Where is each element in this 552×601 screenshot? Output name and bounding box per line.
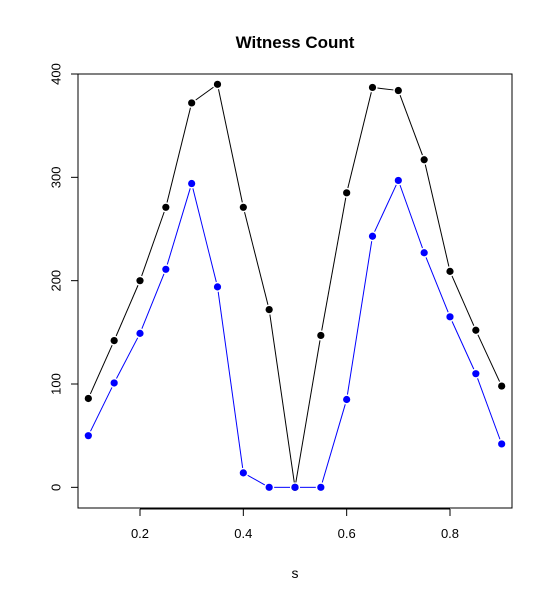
x-axis: 0.2 0.4 0.6 0.8 xyxy=(131,508,459,541)
data-point xyxy=(213,80,222,88)
data-point xyxy=(188,179,196,188)
y-tick-label: 200 xyxy=(49,270,64,292)
data-point xyxy=(162,203,170,211)
data-point xyxy=(498,382,506,390)
series-line-segment xyxy=(141,211,165,277)
data-point xyxy=(368,83,377,92)
data-point xyxy=(317,483,325,491)
series-line-segment xyxy=(451,275,475,326)
x-tick-label: 0.6 xyxy=(338,526,356,541)
data-point xyxy=(420,156,428,164)
series-line-segment xyxy=(424,164,450,267)
series-line-segment xyxy=(269,314,295,483)
data-point xyxy=(394,86,402,95)
data-point xyxy=(239,469,247,477)
series-line-segment xyxy=(89,344,113,395)
data-point xyxy=(110,379,118,387)
data-point xyxy=(213,283,222,291)
data-point xyxy=(110,337,118,345)
data-point xyxy=(394,176,402,185)
data-point xyxy=(446,267,454,275)
series-line-segment xyxy=(166,107,191,203)
series-line-segment xyxy=(217,291,244,468)
y-tick-label: 400 xyxy=(49,63,64,85)
series-line-segment xyxy=(218,89,243,203)
x-tick-label: 0.8 xyxy=(441,526,459,541)
y-tick-label: 0 xyxy=(49,484,64,491)
data-point xyxy=(239,203,247,211)
data-point xyxy=(472,370,480,378)
series-line-segment xyxy=(477,378,501,440)
data-point xyxy=(84,394,92,403)
series-line-segment xyxy=(141,273,165,329)
series-line-segment xyxy=(166,188,191,265)
data-point xyxy=(136,329,144,337)
series-line-segment xyxy=(374,184,397,232)
data-point xyxy=(84,432,92,440)
data-point xyxy=(368,232,377,240)
series-line-segment xyxy=(247,474,266,486)
data-point xyxy=(420,249,428,257)
series-1 xyxy=(84,80,506,491)
data-point xyxy=(343,189,351,197)
series-line-segment xyxy=(399,184,423,249)
series-2 xyxy=(84,176,506,491)
chart-title: Witness Count xyxy=(236,33,355,52)
y-tick-label: 100 xyxy=(49,373,64,395)
data-point xyxy=(162,265,170,273)
series-line-segment xyxy=(477,334,501,382)
series-layer xyxy=(84,80,506,491)
y-axis: 0 100 200 300 400 xyxy=(49,63,79,491)
series-line-segment xyxy=(90,387,113,432)
series-line-segment xyxy=(425,257,449,313)
data-point xyxy=(498,440,506,448)
data-point xyxy=(265,306,273,314)
x-tick-label: 0.4 xyxy=(234,526,252,541)
series-line-segment xyxy=(321,197,347,331)
series-line-segment xyxy=(115,285,139,337)
plot-frame xyxy=(77,73,513,509)
series-line-segment xyxy=(295,340,321,483)
series-line-segment xyxy=(377,87,394,91)
data-point xyxy=(265,483,273,491)
series-line-segment xyxy=(321,404,346,483)
series-line-segment xyxy=(116,337,139,379)
data-point xyxy=(472,326,480,334)
data-point xyxy=(343,395,351,404)
series-line-segment xyxy=(346,241,373,395)
y-tick-label: 300 xyxy=(49,166,64,188)
data-point xyxy=(136,277,144,285)
series-line-segment xyxy=(347,92,372,189)
series-line-segment xyxy=(195,86,214,101)
x-tick-label: 0.2 xyxy=(131,526,149,541)
data-point xyxy=(188,99,196,107)
series-line-segment xyxy=(244,212,269,305)
data-point xyxy=(446,313,454,321)
data-point xyxy=(317,331,325,340)
data-point xyxy=(291,483,299,491)
x-axis-label: s xyxy=(292,565,299,581)
series-line-segment xyxy=(451,321,475,370)
series-line-segment xyxy=(399,95,423,156)
series-line-segment xyxy=(192,188,217,283)
